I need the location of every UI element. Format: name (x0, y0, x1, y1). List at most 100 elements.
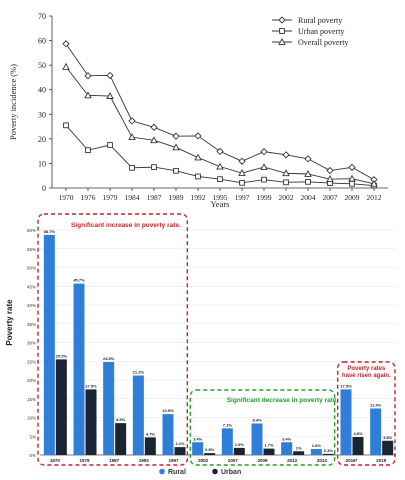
triangle-marker (304, 170, 312, 177)
square-marker (63, 122, 69, 129)
square-marker (261, 176, 267, 183)
x-tick-label: 1979 (103, 193, 118, 202)
legend-label: Urban (221, 469, 241, 476)
legend-item: Urban (212, 468, 241, 476)
bar-rural (221, 428, 233, 455)
bar-rural (192, 442, 204, 455)
y-tick-label: 10% (27, 416, 36, 421)
triangle-marker (84, 91, 92, 99)
diamond-marker (216, 147, 224, 156)
square-marker (85, 147, 91, 154)
x-tick-label: 1979 (79, 458, 90, 463)
y-tick-label: 20 (38, 135, 46, 144)
diamond-marker (282, 151, 290, 159)
square-marker (305, 179, 311, 185)
x-tick-label: 2019 (376, 458, 387, 463)
legend-item: Overall poverty (272, 38, 348, 47)
data-label: 3.8% (383, 435, 393, 440)
triangle-marker (172, 143, 180, 151)
annotation-label: Significant decrease in poverty rate. (227, 397, 339, 404)
y-tick-label: 50% (27, 266, 36, 271)
x-tick-label: 1992 (191, 193, 206, 202)
bar-urban (204, 453, 216, 455)
bar-chart-axes: 0% 5% 10% 15% 20% 25% 30% 35% 40% 45% 50% 55% 60% Pov… (5, 228, 396, 463)
diamond-marker (172, 132, 180, 140)
data-label: 21.2% (133, 370, 145, 375)
square-marker (151, 164, 157, 170)
y-tick-label: 15% (27, 397, 36, 402)
bar-chart: 0% 5% 10% 15% 20% 25% 30% 35% 40% 45% 50% 55% 60% Pov… (5, 213, 396, 476)
x-tick-label: 2014 (317, 458, 328, 463)
diamond-marker (260, 147, 268, 156)
data-label: 12.4% (370, 403, 382, 408)
annotation-box (37, 213, 189, 466)
bar-urban (293, 451, 305, 455)
series-diamond (62, 40, 378, 184)
square-marker (283, 179, 289, 186)
x-tick-label: 1970 (59, 193, 74, 202)
x-tick-label: 2007 (228, 458, 239, 463)
diamond-marker (84, 72, 92, 80)
y-axis-title: Poverty rate (5, 299, 14, 346)
triangle-marker (238, 169, 246, 176)
y-tick-label: 20% (27, 378, 36, 383)
data-label: 3.4% (193, 436, 203, 441)
bar-rural (162, 414, 174, 455)
data-label: 4.8% (353, 431, 363, 436)
y-tick-label: 55% (27, 247, 36, 252)
triangle-marker (106, 92, 114, 99)
diamond-marker (304, 155, 312, 163)
legend-item: Rural poverty (272, 16, 342, 25)
triangle-marker (150, 136, 158, 144)
y-tick-label: 40% (27, 303, 36, 308)
x-tick-label: 1987 (147, 193, 162, 202)
triangle-marker (370, 179, 378, 187)
y-tick-label: 60 (38, 37, 46, 46)
data-label: 8.4% (252, 418, 262, 423)
legend-marker (212, 468, 218, 475)
diamond-marker (128, 117, 136, 125)
data-label: 4.7% (146, 431, 156, 436)
legend-item: Urban poverty (272, 27, 344, 36)
square-marker (195, 173, 201, 180)
line-chart-series (62, 40, 378, 189)
data-label: 0.3% (324, 448, 334, 453)
bar-rural (370, 408, 382, 455)
x-tick-label: 1987 (109, 458, 120, 463)
diamond-marker (62, 40, 70, 48)
line-chart: 0 10 20 30 40 50 60 70 1970 1976 1979 1984 1987 1989 1… (8, 12, 388, 209)
bar-rural (281, 442, 293, 455)
data-label: 2.1% (175, 441, 185, 446)
data-label: 8.5% (116, 417, 126, 422)
diamond-marker (194, 132, 202, 140)
bar-rural (310, 449, 322, 455)
y-tick-label: 5% (29, 434, 36, 439)
y-tick-label: 40 (38, 86, 46, 95)
bar-urban (322, 453, 334, 455)
legend-label: Urban poverty (298, 27, 344, 36)
bar-urban (55, 359, 67, 455)
annotation-box (189, 389, 336, 466)
diamond-marker (238, 157, 246, 165)
bar-urban (352, 437, 364, 455)
diamond-marker (326, 166, 334, 175)
data-label: 17.5% (340, 383, 352, 388)
y-tick-label: 25% (27, 359, 36, 364)
triangle-marker (194, 153, 202, 161)
square-marker (107, 142, 113, 148)
x-tick-label: 1984 (125, 193, 140, 202)
legend-label: Rural (168, 469, 186, 476)
diamond-marker (348, 163, 356, 171)
data-label: 25.5% (56, 353, 68, 358)
x-tick-label: 1992 (139, 458, 150, 463)
line-chart-legend: Rural poverty Urban poverty Overall povert… (272, 16, 348, 47)
square-marker (173, 167, 179, 174)
data-label: 1% (296, 445, 302, 450)
triangle-marker (326, 175, 334, 183)
annotation-box (336, 361, 396, 466)
y-axis-title: Poverty incidence (%) (8, 64, 18, 140)
legend-label: Rural poverty (298, 16, 342, 25)
bar-rural (73, 283, 85, 455)
triangle-marker (216, 162, 224, 170)
